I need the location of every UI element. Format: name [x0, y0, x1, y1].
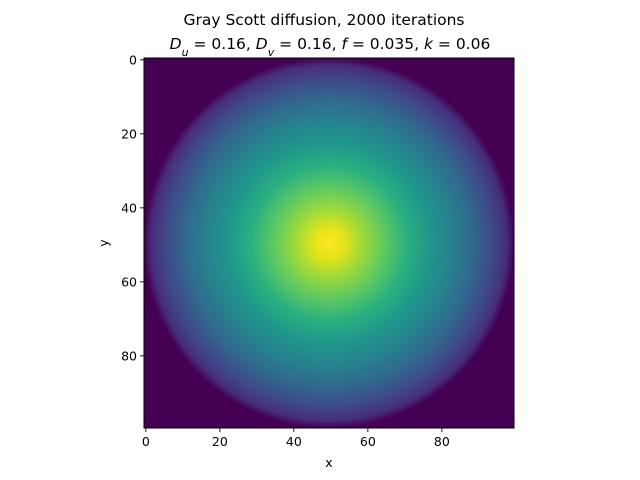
du-value: = 0.16, [189, 35, 256, 53]
heatmap-image [144, 58, 514, 428]
x-axis-ticks: 0 20 40 60 80 [142, 428, 450, 449]
heatmap-field [144, 58, 514, 428]
x-axis-label: x [325, 455, 332, 470]
f-symbol: f [341, 35, 349, 53]
y-tick-label: 0 [129, 52, 137, 67]
k-symbol: k [424, 35, 434, 53]
x-tick-label: 20 [212, 434, 228, 449]
x-tick-label: 80 [434, 434, 450, 449]
plot-frame [143, 57, 515, 429]
k-value: = 0.06 [433, 35, 490, 53]
chart-subtitle: Du = 0.16, Dv = 0.16, f = 0.035, k = 0.0… [170, 35, 491, 59]
dv-symbol: D [256, 35, 268, 53]
y-tick-label: 20 [121, 126, 137, 141]
y-tick-label: 80 [121, 348, 137, 363]
x-tick-label: 60 [360, 434, 376, 449]
y-tick-label: 60 [121, 274, 137, 289]
du-symbol: D [170, 35, 182, 53]
y-axis-label: y [96, 239, 111, 247]
x-tick-label: 40 [286, 434, 302, 449]
x-tick-label: 0 [142, 434, 150, 449]
y-axis-ticks: 0 20 40 60 80 [121, 52, 144, 363]
y-tick-label: 40 [121, 200, 137, 215]
dv-subscript: v [268, 46, 275, 59]
chart-title: Gray Scott diffusion, 2000 iterations [183, 11, 464, 29]
dv-value: = 0.16, [274, 35, 341, 53]
du-subscript: u [182, 46, 189, 59]
f-value: = 0.035, [347, 35, 424, 53]
